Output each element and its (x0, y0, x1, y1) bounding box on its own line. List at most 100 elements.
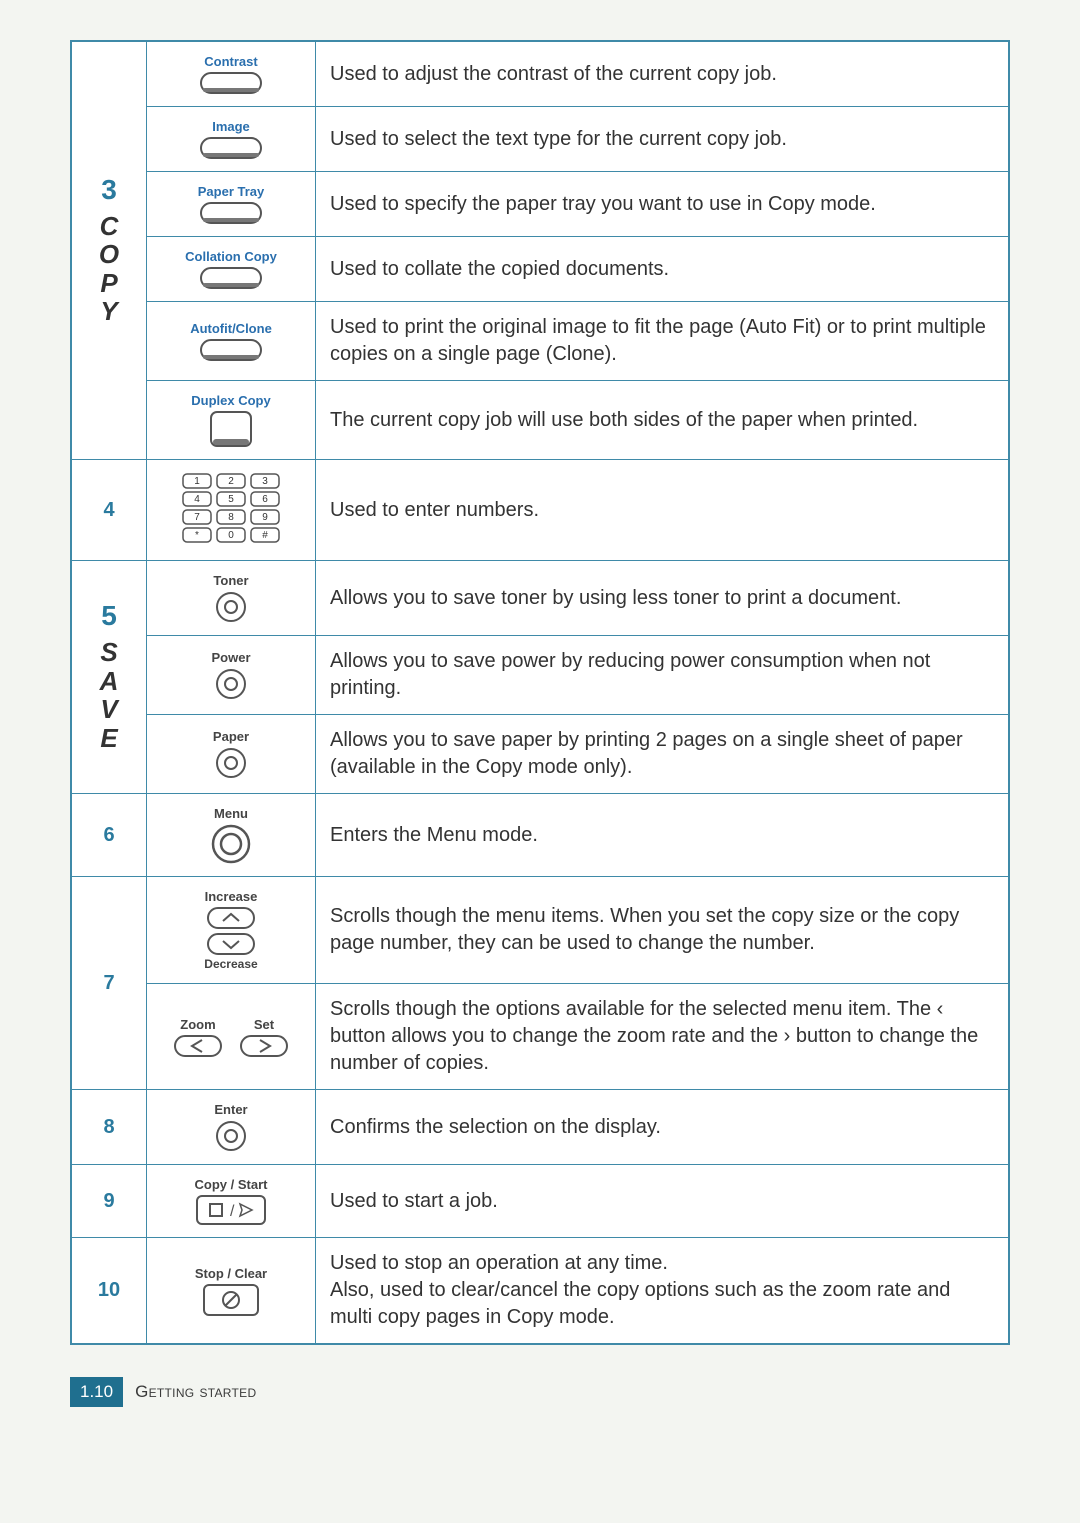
copystart-icon-label: Copy / Start (161, 1177, 301, 1192)
section-5-letter: V (100, 694, 117, 724)
desc-toner: Allows you to save toner by using less t… (316, 561, 1010, 636)
autofit-icon-label: Autofit/Clone (161, 321, 301, 336)
page-number-badge: 1.10 (70, 1377, 123, 1407)
desc-zoom-set: Scrolls though the options available for… (316, 984, 1010, 1090)
pill-button-icon (200, 72, 262, 94)
svg-text:6: 6 (262, 494, 268, 505)
desc-power: Allows you to save power by reducing pow… (316, 636, 1010, 715)
keypad-icon: 1 2 3 4 5 6 7 8 9 * 0 # (181, 472, 281, 548)
round-button-icon (215, 747, 247, 779)
icon-cell-autofit: Autofit/Clone (147, 302, 316, 381)
section-5-label: 5 S A V E (71, 561, 147, 794)
round-button-large-icon (211, 824, 251, 864)
table-row: 6 Menu Enters the Menu mode. (71, 794, 1009, 877)
set-label: Set (240, 1017, 288, 1032)
svg-text:2: 2 (228, 476, 234, 487)
zoom-label: Zoom (174, 1017, 222, 1032)
section-3-letter: P (100, 268, 117, 298)
icon-cell-paper: Paper (147, 715, 316, 794)
paper-icon-label: Paper (161, 729, 301, 744)
icon-cell-contrast: Contrast (147, 41, 316, 107)
svg-text:1: 1 (194, 476, 200, 487)
table-row: 9 Copy / Start / Used to start a job. (71, 1165, 1009, 1238)
chevron-up-button-icon (207, 907, 255, 929)
table-row: Autofit/Clone Used to print the original… (71, 302, 1009, 381)
copy-start-button-icon: / (196, 1195, 266, 1225)
desc-enter: Confirms the selection on the display. (316, 1090, 1010, 1165)
row-9-index: 9 (71, 1165, 147, 1238)
icon-cell-enter: Enter (147, 1090, 316, 1165)
contrast-icon-label: Contrast (161, 54, 301, 69)
section-3-letter: Y (100, 296, 117, 326)
row-7-index: 7 (71, 877, 147, 1090)
desc-contrast: Used to adjust the contrast of the curre… (316, 41, 1010, 107)
table-row: 8 Enter Confirms the selection on the di… (71, 1090, 1009, 1165)
icon-cell-zoom-set: Zoom Set (147, 984, 316, 1090)
table-row: Image Used to select the text type for t… (71, 107, 1009, 172)
table-row: 3 C O P Y Contrast Used to adjust the co… (71, 41, 1009, 107)
svg-text:0: 0 (228, 530, 234, 541)
table-row: 7 Increase Decrease Scrolls though the m… (71, 877, 1009, 984)
menu-icon-label: Menu (161, 806, 301, 821)
svg-text:3: 3 (262, 476, 268, 487)
chevron-right-button-icon (240, 1035, 288, 1057)
table-row: Duplex Copy The current copy job will us… (71, 381, 1009, 460)
section-5-letter: S (100, 637, 117, 667)
desc-autofit: Used to print the original image to fit … (316, 302, 1010, 381)
svg-text:*: * (195, 530, 199, 541)
section-5-letter: A (100, 666, 119, 696)
table-row: Zoom Set Scrolls though the options avai… (71, 984, 1009, 1090)
svg-text:#: # (262, 530, 268, 541)
table-row: Paper Allows you to save paper by printi… (71, 715, 1009, 794)
chapter-title: Getting started (135, 1382, 256, 1402)
icon-cell-image: Image (147, 107, 316, 172)
chevron-left-button-icon (174, 1035, 222, 1057)
row-8-index: 8 (71, 1090, 147, 1165)
toner-icon-label: Toner (161, 573, 301, 588)
section-3-label: 3 C O P Y (71, 41, 147, 460)
desc-keypad: Used to enter numbers. (316, 460, 1010, 561)
power-icon-label: Power (161, 650, 301, 665)
icon-cell-toner: Toner (147, 561, 316, 636)
row-6-index: 6 (71, 794, 147, 877)
icon-cell-copystart: Copy / Start / (147, 1165, 316, 1238)
desc-increase-decrease: Scrolls though the menu items. When you … (316, 877, 1010, 984)
desc-menu: Enters the Menu mode. (316, 794, 1010, 877)
enter-icon-label: Enter (161, 1102, 301, 1117)
stop-clear-button-icon (203, 1284, 259, 1316)
svg-text:8: 8 (228, 512, 234, 523)
icon-cell-collation: Collation Copy (147, 237, 316, 302)
papertray-icon-label: Paper Tray (161, 184, 301, 199)
round-button-icon (215, 1120, 247, 1152)
icon-cell-keypad: 1 2 3 4 5 6 7 8 9 * 0 # (147, 460, 316, 561)
section-5-index: 5 (86, 601, 132, 632)
pill-button-icon (200, 137, 262, 159)
svg-text:5: 5 (228, 494, 234, 505)
image-icon-label: Image (161, 119, 301, 134)
increase-label: Increase (161, 889, 301, 904)
svg-text:4: 4 (194, 494, 200, 505)
chevron-down-button-icon (207, 933, 255, 955)
icon-cell-papertray: Paper Tray (147, 172, 316, 237)
table-row: Collation Copy Used to collate the copie… (71, 237, 1009, 302)
duplex-icon-label: Duplex Copy (161, 393, 301, 408)
svg-text:7: 7 (194, 512, 200, 523)
stopclear-icon-label: Stop / Clear (161, 1266, 301, 1281)
icon-cell-increase-decrease: Increase Decrease (147, 877, 316, 984)
desc-stopclear: Used to stop an operation at any time. A… (316, 1238, 1010, 1345)
table-row: 10 Stop / Clear Used to stop an operatio… (71, 1238, 1009, 1345)
icon-cell-duplex: Duplex Copy (147, 381, 316, 460)
section-3-letter: C (100, 211, 119, 241)
table-row: 5 S A V E Toner Allows you to save toner… (71, 561, 1009, 636)
section-3-letter: O (99, 239, 119, 269)
desc-image: Used to select the text type for the cur… (316, 107, 1010, 172)
table-row: 4 1 2 3 4 5 6 7 8 9 * 0 # Used to enter … (71, 460, 1009, 561)
desc-paper: Allows you to save paper by printing 2 p… (316, 715, 1010, 794)
desc-duplex: The current copy job will use both sides… (316, 381, 1010, 460)
pill-button-icon (200, 267, 262, 289)
icon-cell-menu: Menu (147, 794, 316, 877)
row-4-index: 4 (71, 460, 147, 561)
svg-text:9: 9 (262, 512, 268, 523)
table-row: Paper Tray Used to specify the paper tra… (71, 172, 1009, 237)
controls-table: 3 C O P Y Contrast Used to adjust the co… (70, 40, 1010, 1345)
